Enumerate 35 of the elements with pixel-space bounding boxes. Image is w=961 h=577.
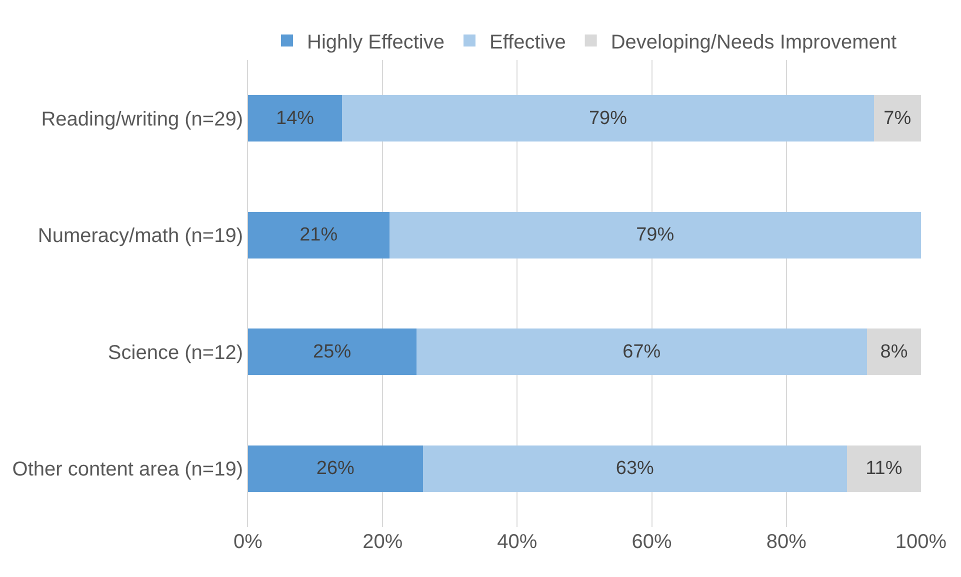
data-label: 79%: [636, 224, 674, 246]
y-tick-label: Other content area (n=19): [12, 458, 243, 481]
x-tick-label: 20%: [362, 531, 403, 553]
bar: [342, 95, 874, 142]
data-label: 26%: [316, 458, 355, 480]
bar: [874, 95, 921, 142]
bar: [248, 328, 416, 376]
bar: [422, 445, 847, 492]
data-label: 21%: [300, 224, 338, 246]
data-label: 67%: [622, 341, 661, 362]
bar: [846, 445, 921, 492]
legend-label: Developing/Needs Improvement: [610, 31, 897, 54]
data-label: 14%: [276, 108, 314, 129]
data-label: 11%: [866, 458, 902, 480]
x-tick-label: 0%: [234, 531, 263, 553]
bar: [867, 328, 921, 376]
x-tick-label: 100%: [895, 531, 947, 553]
x-tick-label: 40%: [497, 531, 538, 553]
legend-label: Highly Effective: [307, 31, 444, 54]
y-tick-label: Numeracy/math (n=19): [38, 225, 243, 248]
legend-label: Effective: [489, 31, 566, 54]
x-tick-label: 60%: [632, 531, 672, 553]
data-label: 25%: [313, 341, 352, 362]
y-tick-label: Reading/writing (n=29): [41, 108, 243, 130]
bar: [248, 95, 342, 142]
bar: [248, 445, 423, 492]
data-label: 79%: [588, 108, 628, 129]
data-label: 63%: [616, 458, 654, 480]
data-label: 7%: [884, 108, 912, 129]
data-label: 8%: [880, 341, 908, 362]
bar: [248, 212, 390, 258]
bar: [389, 212, 921, 258]
x-tick-label: 80%: [766, 531, 807, 553]
y-tick-label: Science (n=12): [108, 342, 243, 364]
bar: [416, 328, 868, 376]
